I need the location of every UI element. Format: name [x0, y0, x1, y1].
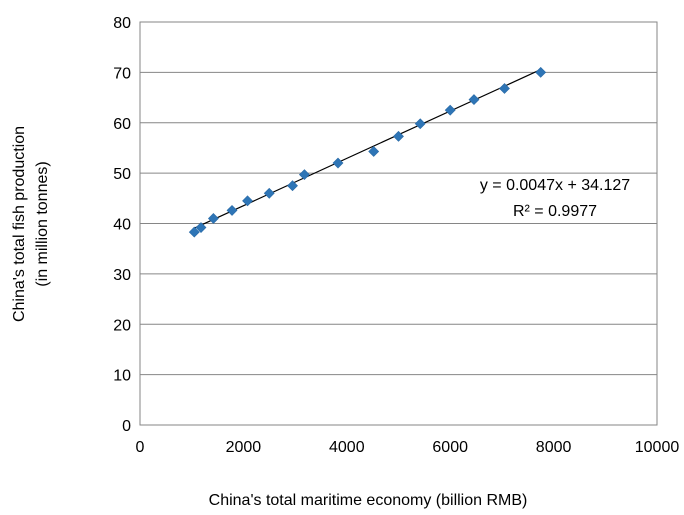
data-point	[368, 146, 380, 157]
data-point	[444, 104, 456, 116]
data-point	[242, 195, 253, 207]
y-tick-label: 80	[113, 15, 131, 32]
x-tick-label: 6000	[432, 439, 468, 456]
y-tick-label: 60	[113, 116, 131, 133]
data-point	[332, 157, 344, 169]
trendline	[194, 69, 541, 229]
data-point	[263, 187, 275, 199]
trendline-r-squared: R² = 0.9977	[513, 203, 597, 220]
y-axis-title-line-1: China's total fish production	[11, 126, 28, 322]
plot-area-frame	[139, 21, 658, 426]
trendline-equation: y = 0.0047x + 34.127	[480, 177, 630, 194]
data-point	[226, 204, 238, 216]
gridlines	[140, 21, 657, 426]
data-point	[468, 94, 480, 106]
y-tick-label: 40	[113, 217, 131, 234]
data-point	[188, 226, 200, 238]
x-axis-tick-labels: 0 2000 4000 6000 8000 10000	[136, 439, 680, 456]
y-axis-tick-labels: 0 10 20 30 40 50 60 70 80	[113, 15, 131, 435]
data-point	[298, 169, 310, 181]
x-tick-label: 0	[136, 439, 145, 456]
x-tick-label: 10000	[635, 439, 680, 456]
y-tick-label: 50	[113, 166, 131, 183]
data-point	[414, 118, 426, 130]
y-tick-label: 70	[113, 65, 131, 82]
y-axis-title-line-2: (in million tonnes)	[34, 161, 51, 286]
data-point	[393, 130, 404, 142]
data-point	[499, 83, 510, 94]
data-point	[535, 66, 547, 78]
data-point	[287, 180, 298, 192]
y-tick-label: 20	[113, 317, 131, 334]
x-axis-title: China's total maritime economy (billion …	[209, 492, 528, 509]
x-tick-label: 4000	[329, 439, 365, 456]
y-tick-label: 30	[113, 267, 131, 284]
y-tick-label: 10	[113, 368, 131, 385]
y-tick-label: 0	[122, 418, 131, 435]
data-points	[188, 66, 547, 238]
data-point	[195, 222, 207, 233]
data-point	[207, 213, 219, 224]
x-tick-label: 2000	[226, 439, 262, 456]
x-tick-label: 8000	[536, 439, 572, 456]
